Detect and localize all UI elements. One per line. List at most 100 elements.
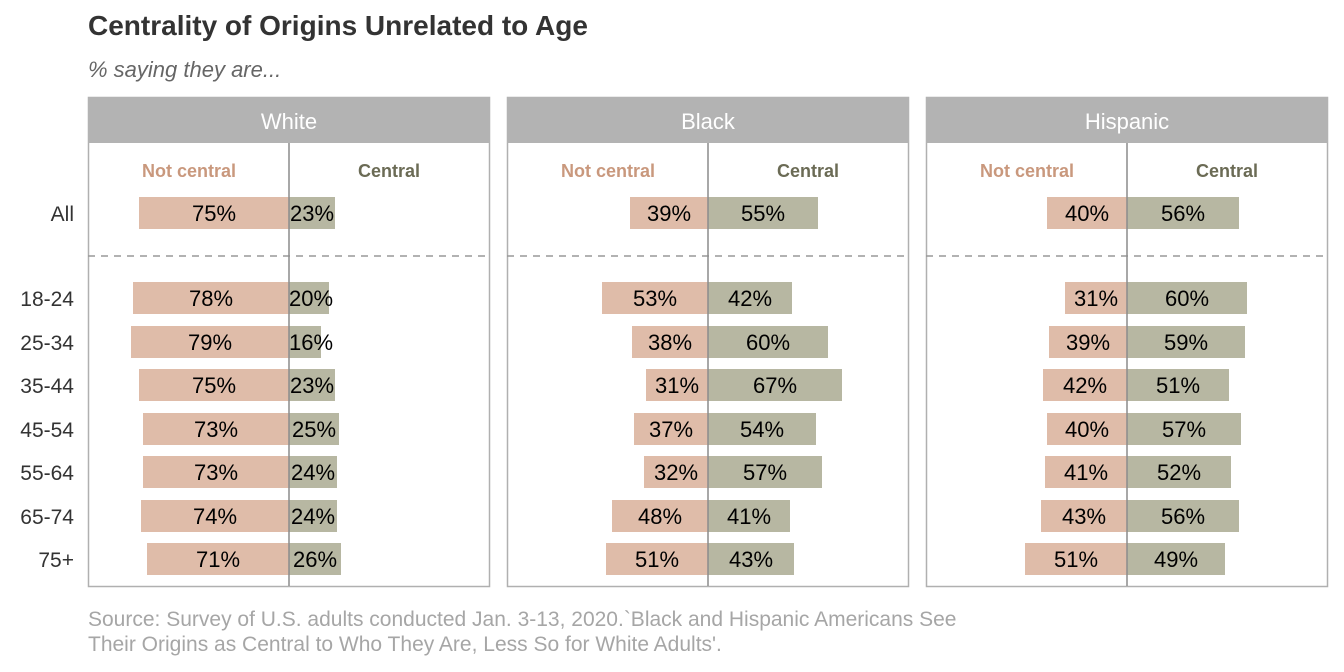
label-not-central-hispanic-75-: 51% xyxy=(1054,547,1098,572)
label-not-central-hispanic-18-24: 31% xyxy=(1074,286,1118,311)
chart-title: Centrality of Origins Unrelated to Age xyxy=(88,10,588,41)
bar-not-central-white-25-34 xyxy=(131,326,289,358)
row-label-55-64: 55-64 xyxy=(20,462,74,485)
source-note: Source: Survey of U.S. adults conducted … xyxy=(88,607,956,657)
row-label-65-74: 65-74 xyxy=(20,506,74,529)
bar-central-white-18-24 xyxy=(289,282,329,314)
source-line-1: Source: Survey of U.S. adults conducted … xyxy=(88,608,957,631)
label-not-central-black-75-: 51% xyxy=(635,547,679,572)
label-not-central-white-75-: 71% xyxy=(196,547,240,572)
label-not-central-hispanic-55-64: 41% xyxy=(1064,460,1108,485)
bar-not-central-white-all xyxy=(139,197,289,229)
label-central-black-65-74: 41% xyxy=(727,504,771,529)
label-not-central-hispanic-45-54: 40% xyxy=(1065,417,1109,442)
legend-central-black: Central xyxy=(777,161,839,181)
row-label-45-54: 45-54 xyxy=(20,419,74,442)
bar-central-black-25-34 xyxy=(708,326,828,358)
bar-central-white-65-74 xyxy=(289,500,337,532)
label-central-hispanic-65-74: 56% xyxy=(1161,504,1205,529)
bar-central-black-55-64 xyxy=(708,456,822,488)
bar-not-central-black-65-74 xyxy=(612,500,708,532)
label-central-white-55-64: 24% xyxy=(291,460,335,485)
bar-central-black-75- xyxy=(708,543,794,575)
label-not-central-hispanic-65-74: 43% xyxy=(1062,504,1106,529)
label-central-black-35-44: 67% xyxy=(753,373,797,398)
legend-not-central-hispanic: Not central xyxy=(980,161,1074,181)
row-label-75-: 75+ xyxy=(38,549,74,572)
label-central-hispanic-18-24: 60% xyxy=(1165,286,1209,311)
label-not-central-white-55-64: 73% xyxy=(194,460,238,485)
bar-not-central-black-all xyxy=(630,197,708,229)
bar-not-central-hispanic-45-54 xyxy=(1047,413,1127,445)
panel-header-white xyxy=(88,97,490,143)
bar-central-hispanic-18-24 xyxy=(1127,282,1247,314)
bar-central-white-75- xyxy=(289,543,341,575)
bar-not-central-white-18-24 xyxy=(133,282,289,314)
bar-not-central-white-35-44 xyxy=(139,369,289,401)
bar-not-central-black-45-54 xyxy=(634,413,708,445)
row-label-18-24: 18-24 xyxy=(20,288,74,311)
label-not-central-white-35-44: 75% xyxy=(192,373,236,398)
label-not-central-white-65-74: 74% xyxy=(193,504,237,529)
label-not-central-hispanic-all: 40% xyxy=(1065,201,1109,226)
chart-subtitle: % saying they are... xyxy=(88,57,282,82)
bar-central-black-45-54 xyxy=(708,413,816,445)
label-not-central-white-45-54: 73% xyxy=(194,417,238,442)
bar-central-black-35-44 xyxy=(708,369,842,401)
row-label-25-34: 25-34 xyxy=(20,332,74,355)
legend-central-hispanic: Central xyxy=(1196,161,1258,181)
source-line-2: Their Origins as Central to Who They Are… xyxy=(88,633,722,656)
label-not-central-black-55-64: 32% xyxy=(654,460,698,485)
label-central-hispanic-75-: 49% xyxy=(1154,547,1198,572)
label-not-central-hispanic-25-34: 39% xyxy=(1066,330,1110,355)
label-not-central-white-all: 75% xyxy=(192,201,236,226)
bar-not-central-hispanic-35-44 xyxy=(1043,369,1127,401)
bar-not-central-hispanic-75- xyxy=(1025,543,1127,575)
label-central-hispanic-35-44: 51% xyxy=(1156,373,1200,398)
bar-central-black-all xyxy=(708,197,818,229)
label-central-black-25-34: 60% xyxy=(746,330,790,355)
label-not-central-black-45-54: 37% xyxy=(649,417,693,442)
label-not-central-white-18-24: 78% xyxy=(189,286,233,311)
label-central-hispanic-55-64: 52% xyxy=(1157,460,1201,485)
label-central-white-all: 23% xyxy=(290,201,334,226)
label-central-black-45-54: 54% xyxy=(740,417,784,442)
bar-not-central-black-55-64 xyxy=(644,456,708,488)
bar-central-white-55-64 xyxy=(289,456,337,488)
bar-not-central-white-65-74 xyxy=(141,500,289,532)
label-not-central-white-25-34: 79% xyxy=(188,330,232,355)
bar-not-central-white-55-64 xyxy=(143,456,289,488)
bar-central-white-all xyxy=(289,197,335,229)
label-not-central-black-all: 39% xyxy=(647,201,691,226)
label-central-hispanic-45-54: 57% xyxy=(1162,417,1206,442)
bar-not-central-hispanic-25-34 xyxy=(1049,326,1127,358)
panel-title-black: Black xyxy=(681,109,736,134)
bar-not-central-black-18-24 xyxy=(602,282,708,314)
bar-central-black-18-24 xyxy=(708,282,792,314)
label-central-black-55-64: 57% xyxy=(743,460,787,485)
label-central-white-25-34: 16% xyxy=(289,330,333,355)
label-central-hispanic-25-34: 59% xyxy=(1164,330,1208,355)
bar-not-central-white-75- xyxy=(147,543,289,575)
bar-central-white-45-54 xyxy=(289,413,339,445)
bar-central-hispanic-45-54 xyxy=(1127,413,1241,445)
bar-not-central-hispanic-all xyxy=(1047,197,1127,229)
label-central-black-18-24: 42% xyxy=(728,286,772,311)
label-central-hispanic-all: 56% xyxy=(1161,201,1205,226)
bar-central-hispanic-55-64 xyxy=(1127,456,1231,488)
legend-central-white: Central xyxy=(358,161,420,181)
label-central-white-65-74: 24% xyxy=(291,504,335,529)
bar-not-central-black-35-44 xyxy=(646,369,708,401)
label-central-white-75-: 26% xyxy=(293,547,337,572)
label-central-white-35-44: 23% xyxy=(290,373,334,398)
panel-header-black xyxy=(507,97,909,143)
bar-not-central-hispanic-55-64 xyxy=(1045,456,1127,488)
bar-central-white-35-44 xyxy=(289,369,335,401)
panel-title-white: White xyxy=(261,109,317,134)
legend-not-central-white: Not central xyxy=(142,161,236,181)
label-not-central-black-18-24: 53% xyxy=(633,286,677,311)
bar-not-central-black-25-34 xyxy=(632,326,708,358)
label-central-black-75-: 43% xyxy=(729,547,773,572)
bar-central-hispanic-75- xyxy=(1127,543,1225,575)
